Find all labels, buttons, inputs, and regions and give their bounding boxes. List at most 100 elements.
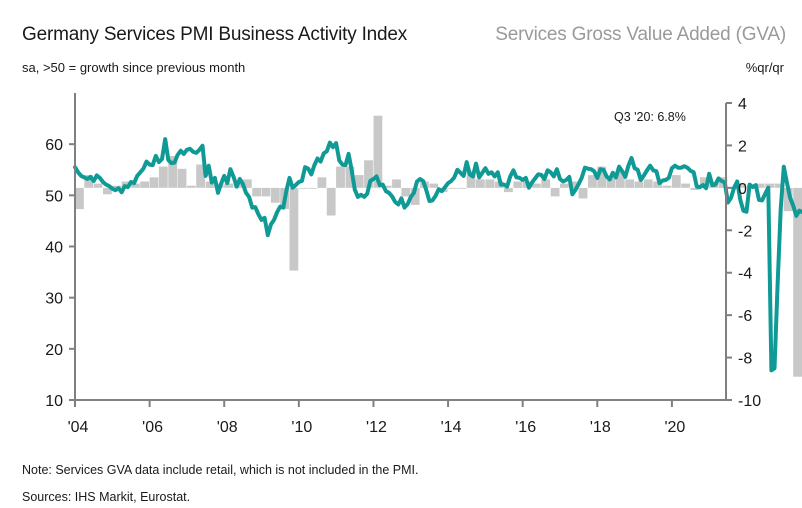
right-tick-label: -8: [738, 351, 752, 368]
gva-bar: [588, 175, 597, 188]
pmi-line-group: [73, 137, 802, 373]
chart-subtitle: sa, >50 = growth since previous month: [22, 60, 246, 75]
gva-bar: [354, 175, 364, 188]
gva-bar: [783, 187, 793, 212]
axes: 10 20 30 40 50 60 -10 -8 -6 -4 -2 0 2 4 '04 '06 '08 '10 '1…: [45, 93, 761, 436]
gva-bar: [466, 170, 476, 188]
gva-bar: [634, 181, 644, 188]
x-tick-label: '08: [217, 419, 238, 436]
gva-bar: [671, 175, 681, 188]
gva-bar: [513, 181, 523, 188]
gva-bar: [392, 179, 401, 188]
gva-bar: [270, 187, 280, 203]
left-tick-label: 30: [45, 291, 63, 308]
x-tick-label: '10: [291, 419, 312, 436]
gva-bar: [625, 179, 635, 188]
gva-bar: [224, 183, 233, 188]
gva-bar: [541, 179, 551, 188]
gva-bar: [140, 181, 150, 188]
gva-bar: [550, 187, 560, 197]
gva-bar: [326, 187, 336, 216]
x-tick-label: '06: [142, 419, 163, 436]
gva-bar: [429, 183, 439, 188]
gva-bar: [242, 179, 252, 188]
right-tick-label: 4: [738, 96, 747, 113]
gva-bar: [569, 181, 579, 188]
gva-bar: [261, 187, 271, 197]
gva-bar: [196, 164, 205, 188]
gva-bar: [448, 187, 457, 189]
gva-bar: [112, 185, 122, 188]
left-tick-label: 50: [45, 188, 63, 205]
footnote: Note: Services GVA data include retail, …: [22, 463, 419, 477]
x-tick-label: '12: [366, 419, 387, 436]
gva-bar: [699, 177, 709, 188]
left-tick-label: 40: [45, 240, 63, 257]
gva-bar: [690, 187, 700, 190]
gva-bar: [298, 187, 308, 189]
gva-bar: [755, 183, 765, 188]
gva-bar: [93, 183, 103, 188]
gva-bar: [401, 187, 411, 197]
x-tick-label: '14: [441, 419, 462, 436]
x-tick-label: '04: [68, 419, 89, 436]
right-tick-label: 2: [738, 138, 747, 155]
right-tick-label: -10: [738, 393, 761, 410]
gva-bar: [168, 156, 178, 188]
left-tick-label: 20: [45, 342, 63, 359]
gva-bar: [643, 179, 653, 188]
gva-bar: [158, 166, 168, 188]
chart-title: Germany Services PMI Business Activity I…: [22, 24, 408, 45]
right-tick-label: -4: [738, 266, 752, 283]
gva-bar: [177, 168, 187, 188]
gva-bar: [793, 187, 802, 377]
sources: Sources: IHS Markit, Eurostat.: [22, 490, 191, 504]
gva-bar: [336, 166, 345, 188]
gva-bar: [149, 177, 159, 188]
gva-bar: [737, 183, 746, 188]
gva-bar: [345, 166, 355, 188]
pmi-line: [73, 137, 802, 373]
gva-bar: [205, 181, 215, 188]
gva-bar: [84, 175, 94, 188]
gva-bar: [681, 183, 690, 188]
gva-bar: [186, 185, 196, 188]
right-tick-label: 0: [738, 181, 747, 198]
gva-bar: [410, 187, 420, 205]
right-tick-label: -6: [738, 308, 752, 325]
gva-bar: [364, 160, 373, 188]
gva-bar: [653, 181, 663, 188]
gva-bar: [476, 179, 485, 188]
x-tick-label: '16: [515, 419, 536, 436]
gva-bar: [103, 187, 112, 195]
gva-bar: [765, 183, 774, 188]
x-tick-label: '18: [590, 419, 611, 436]
gva-bars: [75, 115, 802, 377]
gva-bar: [373, 115, 383, 188]
gva-bar: [578, 187, 588, 199]
gva-bar: [252, 187, 261, 197]
gva-bar: [308, 187, 317, 189]
gva-bar: [485, 179, 495, 188]
x-tick-label: '20: [664, 419, 685, 436]
gva-bar: [662, 185, 672, 188]
annotation-q3-20: Q3 '20: 6.8%: [614, 110, 686, 124]
gva-bar: [606, 177, 616, 188]
left-tick-label: 10: [45, 393, 63, 410]
gva-bar: [457, 187, 467, 189]
gva-bar: [75, 187, 84, 210]
right-axis-unit: %qr/qr: [745, 60, 784, 75]
gva-bar: [382, 185, 392, 188]
gva-bar: [774, 183, 784, 188]
gva-bar: [615, 170, 625, 188]
gva-bar: [317, 177, 327, 188]
gva-bar: [504, 187, 513, 193]
gva-bar: [560, 183, 569, 188]
left-tick-label: 60: [45, 137, 63, 154]
gva-bar: [289, 187, 299, 271]
gva-bar: [131, 183, 140, 188]
right-axis-title: Services Gross Value Added (GVA): [495, 24, 786, 45]
gva-bar: [532, 183, 541, 188]
gva-bar: [597, 166, 607, 188]
